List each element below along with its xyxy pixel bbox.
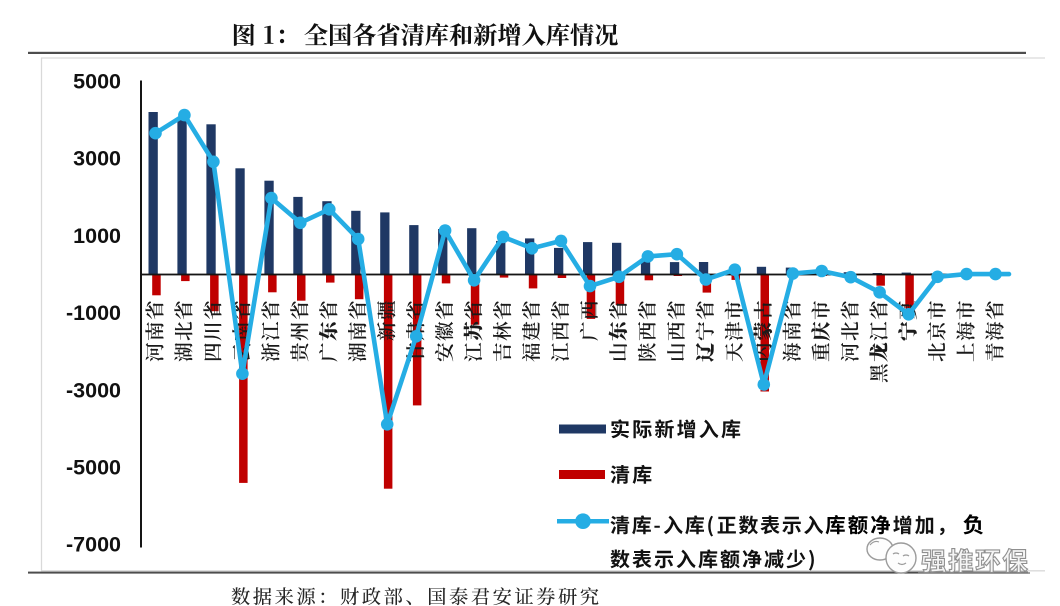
svg-text:3000: 3000: [73, 147, 121, 171]
svg-text:-3000: -3000: [66, 378, 121, 402]
svg-text:1000: 1000: [73, 224, 121, 248]
svg-text:-7000: -7000: [66, 533, 121, 557]
svg-text:5000: 5000: [73, 70, 121, 94]
svg-text:-5000: -5000: [66, 456, 121, 480]
svg-text:-1000: -1000: [66, 301, 121, 325]
